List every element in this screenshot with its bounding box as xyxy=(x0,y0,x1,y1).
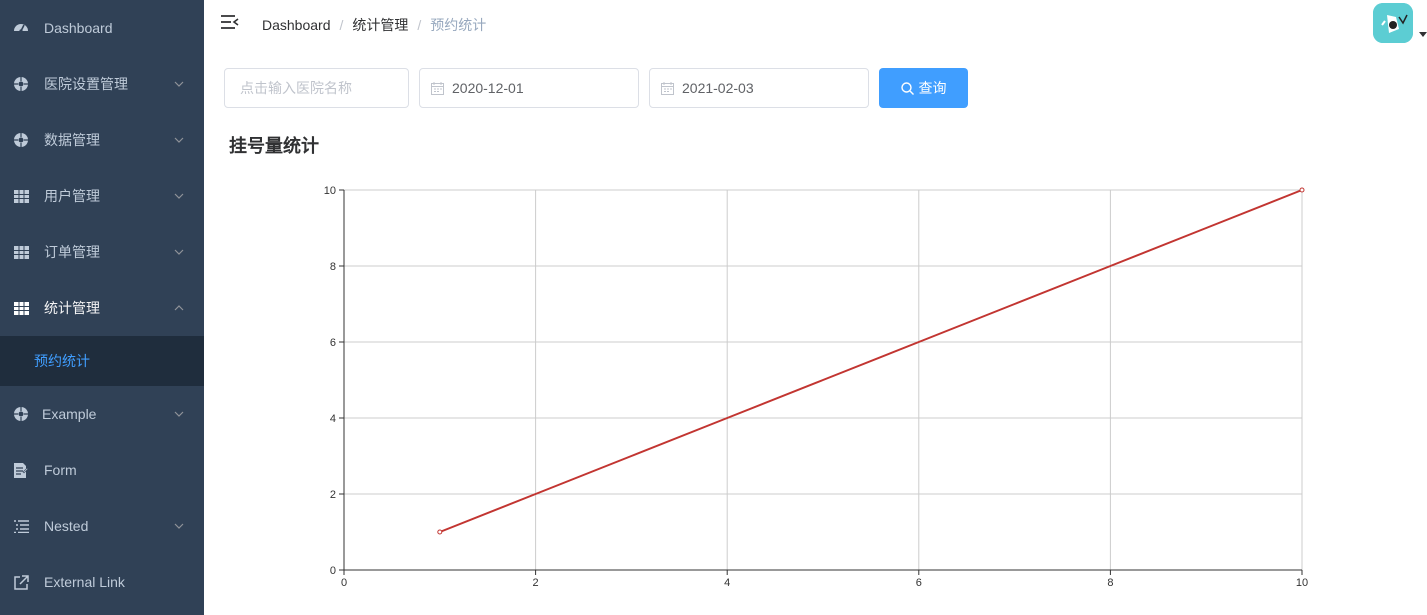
menu-item-label: External Link xyxy=(44,574,125,590)
hospital-name-input[interactable]: 点击输入医院名称 xyxy=(224,68,409,108)
menu-item-label: Form xyxy=(44,462,77,478)
settings-circle-icon xyxy=(13,76,29,92)
external-link-icon xyxy=(13,574,29,590)
chart-heading: 挂号量统计 xyxy=(229,136,319,156)
query-button-label: 查询 xyxy=(918,80,947,96)
dashboard-icon xyxy=(13,20,29,36)
start-date-picker[interactable]: 2020-12-01 xyxy=(419,68,639,108)
search-icon xyxy=(900,81,914,95)
end-date-value: 2021-02-03 xyxy=(682,80,754,96)
avatar-image xyxy=(1373,3,1413,43)
sidebar: Dashboard 医院设置管理 数据管理 用户管理 订单管理 统计管理 xyxy=(0,0,204,615)
series-line xyxy=(439,189,1303,533)
x-tick-label: 0 xyxy=(341,577,347,589)
settings-circle-icon xyxy=(13,406,29,422)
table-icon xyxy=(13,244,29,260)
y-tick-label: 2 xyxy=(330,489,336,501)
breadcrumb-separator: / xyxy=(417,17,422,33)
calendar-icon xyxy=(431,81,444,95)
x-tick-label: 2 xyxy=(533,577,539,589)
menu-item-statistics-management[interactable]: 统计管理 xyxy=(0,280,204,336)
caret-down-icon[interactable] xyxy=(1419,32,1427,38)
chevron-down-icon xyxy=(174,249,184,255)
data-point xyxy=(1299,187,1305,193)
breadcrumb-separator: / xyxy=(339,17,344,33)
menu-item-data-management[interactable]: 数据管理 xyxy=(0,112,204,168)
menu-item-order-management[interactable]: 订单管理 xyxy=(0,224,204,280)
chevron-down-icon xyxy=(174,193,184,199)
calendar-icon xyxy=(661,81,674,95)
chevron-up-icon xyxy=(174,305,184,311)
menu-item-label: 医院设置管理 xyxy=(44,76,128,92)
menu-item-example[interactable]: Example xyxy=(0,386,204,442)
x-tick-label: 8 xyxy=(1107,577,1113,589)
chevron-down-icon xyxy=(174,523,184,529)
menu-item-form[interactable]: Form xyxy=(0,442,204,498)
y-tick-label: 6 xyxy=(330,337,336,349)
chevron-down-icon xyxy=(174,81,184,87)
submenu-item-label: 预约统计 xyxy=(34,353,90,369)
y-tick-label: 4 xyxy=(330,413,336,425)
table-icon xyxy=(13,188,29,204)
menu-item-label: 订单管理 xyxy=(44,244,100,260)
y-tick-label: 8 xyxy=(330,261,336,273)
menu-item-dashboard[interactable]: Dashboard xyxy=(0,0,204,56)
hospital-name-placeholder: 点击输入医院名称 xyxy=(240,80,352,96)
hamburger-icon[interactable] xyxy=(220,13,240,33)
navbar: Dashboard / 统计管理 / 预约统计 xyxy=(204,0,1427,50)
menu-item-user-management[interactable]: 用户管理 xyxy=(0,168,204,224)
menu-item-label: 统计管理 xyxy=(44,300,100,316)
chevron-down-icon xyxy=(174,137,184,143)
end-date-picker[interactable]: 2021-02-03 xyxy=(649,68,869,108)
breadcrumb-item-current: 预约统计 xyxy=(430,17,487,33)
submenu-item-appointment-statistics[interactable]: 预约统计 xyxy=(0,336,204,386)
form-icon xyxy=(13,462,29,478)
menu-item-label: Nested xyxy=(44,518,89,534)
menu-item-hospital-settings[interactable]: 医院设置管理 xyxy=(0,56,204,112)
y-tick-label: 10 xyxy=(324,185,336,197)
chevron-down-icon xyxy=(174,411,184,417)
menu-item-label: 数据管理 xyxy=(44,132,100,148)
menu-item-label: Dashboard xyxy=(44,20,113,36)
menu-item-nested[interactable]: Nested xyxy=(0,498,204,554)
x-tick-label: 6 xyxy=(916,577,922,589)
x-tick-label: 4 xyxy=(724,577,730,589)
settings-circle-icon xyxy=(13,132,29,148)
breadcrumb-item-dashboard[interactable]: Dashboard xyxy=(262,17,331,33)
query-button[interactable]: 查询 xyxy=(879,68,968,108)
x-tick-label: 10 xyxy=(1296,577,1308,589)
menu-item-external-link[interactable]: External Link xyxy=(0,554,204,610)
avatar[interactable] xyxy=(1373,3,1413,43)
data-point xyxy=(437,529,443,535)
start-date-value: 2020-12-01 xyxy=(452,80,524,96)
y-tick-label: 0 xyxy=(330,565,336,577)
breadcrumb-item-statistics[interactable]: 统计管理 xyxy=(352,17,409,33)
breadcrumb: Dashboard / 统计管理 / 预约统计 xyxy=(262,15,486,35)
menu-item-label: Example xyxy=(42,406,97,422)
table-icon xyxy=(13,300,29,316)
list-icon xyxy=(13,518,29,534)
menu-item-label: 用户管理 xyxy=(44,188,100,204)
